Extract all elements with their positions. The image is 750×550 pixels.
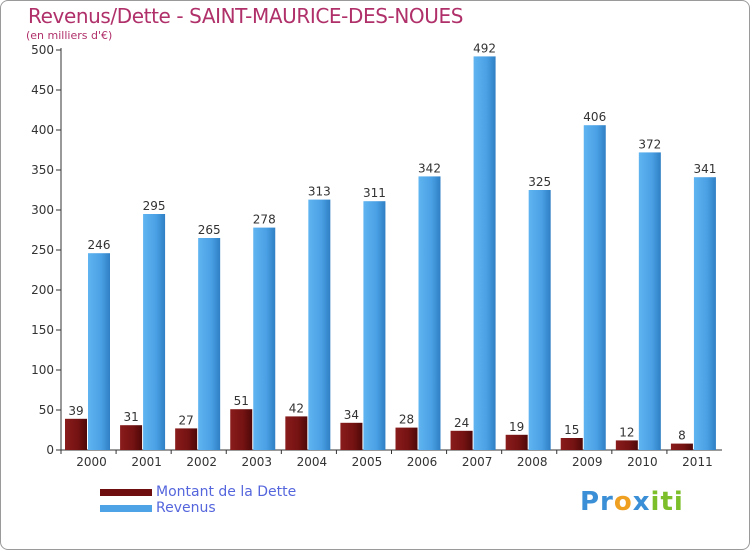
data-label-revenus: 342 [418, 161, 441, 175]
data-label-dette: 12 [619, 425, 634, 439]
data-label-revenus: 341 [693, 162, 716, 176]
bar-dette [450, 430, 473, 450]
data-label-dette: 28 [399, 413, 414, 427]
x-tick-label: 2009 [572, 455, 603, 469]
bar-dette [560, 438, 583, 450]
legend-swatch-revenus [100, 505, 152, 512]
data-label-dette: 15 [564, 423, 579, 437]
y-tick-label: 450 [31, 83, 54, 97]
bar-dette [340, 422, 363, 450]
x-tick-label: 2008 [517, 455, 548, 469]
data-label-revenus: 246 [88, 238, 111, 252]
data-label-revenus: 406 [583, 110, 606, 124]
bar-dette [175, 428, 198, 450]
bar-dette [285, 416, 308, 450]
bar-revenus [583, 125, 606, 450]
x-tick-label: 2004 [297, 455, 328, 469]
data-label-dette: 42 [289, 401, 304, 415]
y-tick-label: 0 [46, 443, 54, 457]
data-label-revenus: 325 [528, 175, 551, 189]
data-label-revenus: 311 [363, 186, 386, 200]
data-label-revenus: 372 [638, 137, 661, 151]
y-tick-label: 400 [31, 123, 54, 137]
y-tick-label: 200 [31, 283, 54, 297]
bar-revenus [418, 176, 441, 450]
bar-dette [65, 418, 87, 450]
y-tick-label: 350 [31, 163, 54, 177]
data-label-dette: 24 [454, 416, 469, 430]
x-tick-label: 2006 [407, 455, 438, 469]
bar-revenus [473, 56, 496, 451]
x-tick-label: 2001 [131, 455, 162, 469]
legend-swatch-dette [100, 489, 152, 496]
x-tick-label: 2011 [682, 455, 713, 469]
y-tick-label: 100 [31, 363, 54, 377]
data-label-dette: 39 [68, 404, 83, 418]
y-tick-label: 300 [31, 203, 54, 217]
bar-dette [615, 440, 638, 450]
bar-dette [230, 409, 253, 450]
x-tick-label: 2002 [186, 455, 217, 469]
x-tick-label: 2007 [462, 455, 493, 469]
legend-label-dette: Montant de la Dette [156, 484, 297, 500]
data-label-dette: 8 [678, 429, 686, 443]
x-tick-label: 2003 [242, 455, 273, 469]
y-tick-label: 250 [31, 243, 54, 257]
bar-revenus [198, 238, 221, 450]
data-label-revenus: 278 [253, 213, 276, 227]
y-tick-label: 500 [31, 43, 54, 57]
y-tick-label: 50 [39, 403, 54, 417]
bar-revenus [88, 253, 110, 450]
data-label-revenus: 313 [308, 185, 331, 199]
data-label-dette: 19 [509, 420, 524, 434]
chart-subtitle: (en milliers d'€) [26, 29, 113, 42]
bar-dette [670, 443, 693, 450]
legend-label-revenus: Revenus [156, 500, 216, 516]
bar-revenus [363, 201, 386, 450]
y-tick-label: 150 [31, 323, 54, 337]
labels: 2000 39 246 2001 31 295 2002 27 265 2003 51 278 2004… [68, 41, 716, 469]
bar-revenus [308, 199, 331, 450]
data-label-dette: 31 [123, 410, 138, 424]
x-tick-label: 2010 [627, 455, 658, 469]
data-label-dette: 34 [344, 408, 359, 422]
bar-dette [120, 425, 143, 450]
axes: 0 50 100 150 200 250 300 350 400 450 500 [31, 43, 722, 457]
chart-title: Revenus/Dette - SAINT-MAURICE-DES-NOUES [28, 4, 463, 28]
bar-revenus [693, 177, 716, 450]
data-label-revenus: 295 [143, 199, 166, 213]
bars [65, 56, 716, 451]
data-label-dette: 51 [234, 394, 249, 408]
data-label-revenus: 492 [473, 41, 496, 55]
bar-dette [505, 434, 528, 450]
data-label-revenus: 265 [198, 223, 221, 237]
bar-revenus [638, 152, 661, 450]
data-label-dette: 27 [179, 413, 194, 427]
x-tick-label: 2000 [76, 455, 107, 469]
bar-revenus [528, 190, 551, 450]
bar-dette [395, 427, 418, 450]
x-tick-label: 2005 [352, 455, 383, 469]
bar-revenus [253, 227, 276, 450]
proxiti-logo: Proxiti [580, 487, 684, 517]
bar-revenus [143, 214, 166, 450]
